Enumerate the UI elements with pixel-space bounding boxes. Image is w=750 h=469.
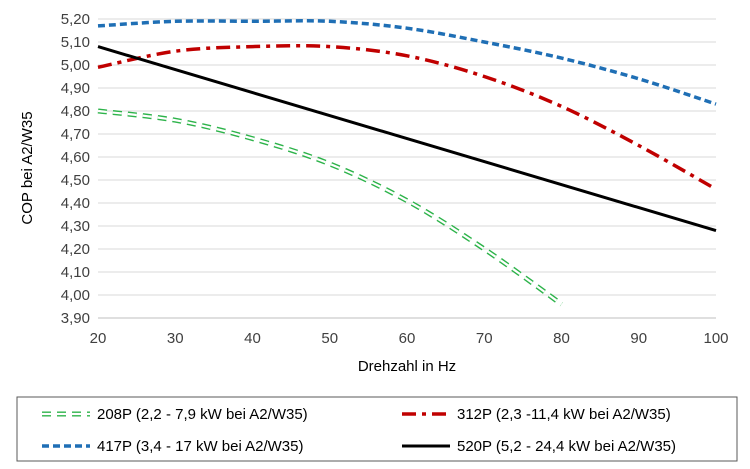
- y-tick-label: 4,90: [61, 80, 90, 97]
- x-tick-label: 40: [244, 330, 261, 347]
- x-tick-label: 80: [553, 330, 570, 347]
- legend-item-0: 208P (2,2 - 7,9 kW bei A2/W35): [42, 406, 308, 423]
- legend-label-0: 208P (2,2 - 7,9 kW bei A2/W35): [97, 406, 308, 423]
- y-tick-label: 4,50: [61, 172, 90, 189]
- y-tick-label: 4,30: [61, 218, 90, 235]
- x-tick-label: 90: [630, 330, 647, 347]
- legend-label-2: 417P (3,4 - 17 kW bei A2/W35): [97, 438, 304, 455]
- y-tick-label: 5,10: [61, 34, 90, 51]
- y-tick-label: 4,00: [61, 287, 90, 304]
- y-tick-label: 3,90: [61, 310, 90, 327]
- x-tick-label: 50: [321, 330, 338, 347]
- y-tick-label: 4,60: [61, 149, 90, 166]
- plot-series: [97, 19, 717, 307]
- x-tick-label: 100: [703, 330, 728, 347]
- series-line-1: [97, 43, 717, 191]
- x-tick-label: 30: [167, 330, 184, 347]
- legend-label-1: 312P (2,3 -11,4 kW bei A2/W35): [457, 406, 671, 423]
- gridlines: [98, 18, 716, 296]
- tick-labels: 3,90 4,00 4,10 4,20 4,30 4,40 4,50 4,60 4,70 4,80…: [61, 11, 729, 347]
- y-tick-label: 4,70: [61, 126, 90, 143]
- y-tick-label: 4,20: [61, 241, 90, 258]
- x-tick-label: 60: [399, 330, 416, 347]
- y-tick-label: 5,20: [61, 11, 90, 28]
- y-axis-title: COP bei A2/W35: [19, 111, 36, 224]
- series-line-0-inner: [97, 109, 563, 306]
- legend-box: [16, 396, 738, 462]
- legend-label-3: 520P (5,2 - 24,4 kW bei A2/W35): [457, 438, 676, 455]
- legend-item-1: 312P (2,3 -11,4 kW bei A2/W35): [402, 406, 671, 423]
- x-axis-title: Drehzahl in Hz: [358, 358, 456, 375]
- y-tick-label: 4,10: [61, 264, 90, 281]
- series-line-2: [97, 19, 717, 106]
- y-tick-label: 5,00: [61, 57, 90, 74]
- legend: 208P (2,2 - 7,9 kW bei A2/W35) 312P (2,3 …: [42, 406, 676, 455]
- legend-item-2: 417P (3,4 - 17 kW bei A2/W35): [42, 438, 304, 455]
- legend-item-3: 520P (5,2 - 24,4 kW bei A2/W35): [402, 438, 676, 455]
- series-line-3: [97, 45, 717, 233]
- y-tick-label: 4,80: [61, 103, 90, 120]
- y-tick-label: 4,40: [61, 195, 90, 212]
- x-tick-label: 20: [90, 330, 107, 347]
- series-line-0-outline: [97, 108, 563, 307]
- x-tick-label: 70: [476, 330, 493, 347]
